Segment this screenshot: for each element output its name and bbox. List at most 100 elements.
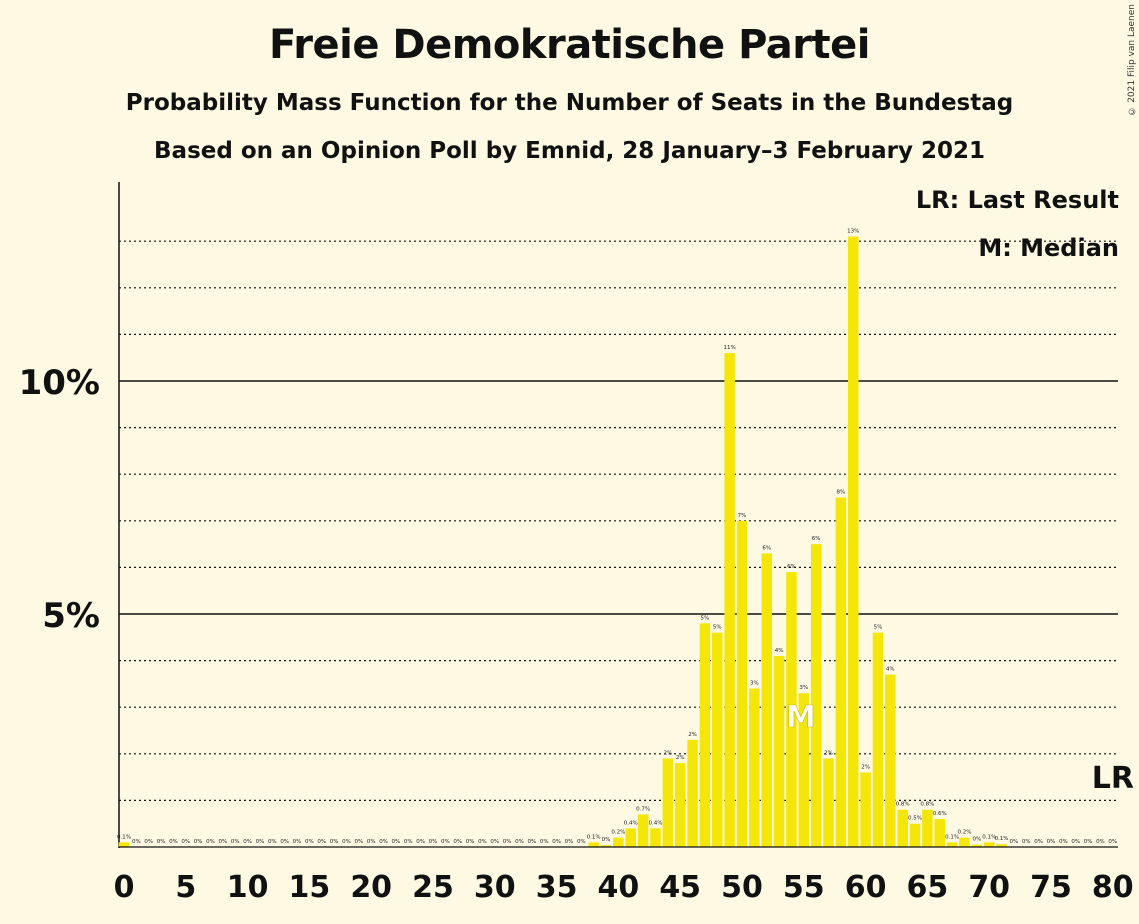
- bar: [847, 236, 859, 848]
- bar: [996, 844, 1007, 847]
- bar-value-label: 0.6%: [933, 811, 947, 817]
- bar-value-label: 4%: [775, 648, 784, 654]
- bar: [983, 842, 995, 847]
- bar-value-label: 0%: [194, 839, 203, 845]
- bar-value-label: 0%: [231, 839, 240, 845]
- bar-value-label: 0%: [1059, 839, 1068, 845]
- bar: [761, 553, 772, 847]
- bar-value-label: 0%: [342, 839, 351, 845]
- x-tick-label: 35: [536, 870, 578, 905]
- bar-value-label: 2%: [824, 750, 833, 756]
- bar-value-label: 5%: [713, 625, 722, 631]
- bar-value-label: 0%: [466, 839, 475, 845]
- x-tick-label: 45: [659, 870, 701, 905]
- bar-value-label: 0%: [392, 839, 401, 845]
- x-tick-label: 70: [968, 870, 1010, 905]
- bar: [897, 809, 908, 847]
- bar-value-label: 0.1%: [587, 834, 601, 840]
- bar-value-label: 0%: [429, 839, 438, 845]
- bar-value-label: 0%: [330, 839, 339, 845]
- x-tick-label: 50: [721, 870, 763, 905]
- bar-value-label: 5%: [701, 615, 710, 621]
- bar: [885, 674, 896, 847]
- bar-value-label: 0%: [280, 839, 289, 845]
- bar-value-label: 0%: [157, 839, 166, 845]
- median-marker: M: [786, 700, 816, 735]
- bar-value-label: 0%: [503, 839, 512, 845]
- bar: [922, 809, 933, 847]
- bar-value-label: 0%: [206, 839, 215, 845]
- bar-value-label: 0%: [540, 839, 549, 845]
- bar-value-label: 0%: [515, 839, 524, 845]
- legend-median: M: Median: [978, 234, 1119, 262]
- bar-value-label: 0%: [404, 839, 413, 845]
- bar-value-label: 5%: [874, 625, 883, 631]
- bar-value-label: 0%: [552, 839, 561, 845]
- bar-value-label: 0.2%: [611, 830, 625, 836]
- bar-value-label: 0%: [1022, 839, 1031, 845]
- bar-value-label: 0%: [1071, 839, 1080, 845]
- bar: [946, 842, 958, 847]
- bar-value-label: 0%: [256, 839, 265, 845]
- bar-value-label: 0%: [1010, 839, 1019, 845]
- bar-value-label: 0%: [132, 839, 141, 845]
- bar-value-label: 0%: [1084, 839, 1093, 845]
- y-tick-label: 10%: [19, 363, 100, 403]
- bar-value-label: 0%: [181, 839, 190, 845]
- bar-value-label: 0%: [577, 839, 586, 845]
- bar-value-label: 6%: [812, 536, 821, 542]
- bar-value-label: 3%: [799, 685, 808, 691]
- bar-value-label: 0%: [416, 839, 425, 845]
- bar-value-label: 0.7%: [636, 806, 650, 812]
- bar: [786, 572, 797, 847]
- bar: [736, 520, 748, 847]
- bar: [613, 837, 624, 847]
- bar-value-label: 0.8%: [896, 802, 910, 808]
- bar-value-label: 0%: [602, 837, 611, 843]
- x-tick-label: 15: [289, 870, 331, 905]
- bar: [650, 828, 661, 847]
- x-tick-label: 25: [412, 870, 454, 905]
- chart-subtitle: Probability Mass Function for the Number…: [125, 90, 1014, 116]
- last-result-marker: LR: [1092, 761, 1134, 796]
- bar-value-label: 0.4%: [648, 820, 662, 826]
- bar-value-label: 0%: [317, 839, 326, 845]
- x-tick-label: 80: [1092, 870, 1134, 905]
- bar-value-label: 0%: [367, 839, 376, 845]
- bar: [687, 739, 698, 847]
- bar-value-label: 0.8%: [920, 802, 934, 808]
- bar: [835, 497, 847, 847]
- bar-value-label: 0%: [169, 839, 178, 845]
- bar: [600, 845, 612, 847]
- bar-value-label: 3%: [750, 681, 759, 687]
- bar-value-label: 0%: [268, 839, 277, 845]
- bar-value-label: 0%: [1096, 839, 1105, 845]
- bar-value-label: 0%: [490, 839, 499, 845]
- bar-value-label: 0%: [478, 839, 487, 845]
- bar: [798, 693, 810, 847]
- bar-value-label: 2%: [663, 750, 672, 756]
- bar-value-label: 6%: [762, 545, 771, 551]
- bar: [773, 655, 785, 847]
- x-tick-label: 20: [350, 870, 392, 905]
- bar: [625, 828, 637, 847]
- bar-value-label: 7%: [738, 513, 747, 519]
- bar: [959, 837, 970, 847]
- bar: [810, 544, 822, 847]
- bar-value-label: 0.5%: [908, 816, 922, 822]
- bar-value-label: 0%: [305, 839, 314, 845]
- bar-value-label: 2%: [676, 755, 685, 761]
- bar: [909, 823, 921, 847]
- bar: [118, 842, 130, 847]
- bar-value-label: 0.1%: [117, 834, 131, 840]
- bar-value-label: 6%: [787, 564, 796, 570]
- x-tick-label: 65: [907, 870, 949, 905]
- bar-value-label: 2%: [688, 732, 697, 738]
- bar: [699, 623, 711, 847]
- legend-last-result: LR: Last Result: [915, 186, 1119, 214]
- bar-value-label: 0%: [144, 839, 153, 845]
- bar-value-label: 0%: [243, 839, 252, 845]
- x-tick-label: 75: [1030, 870, 1072, 905]
- bar-value-label: 0%: [379, 839, 388, 845]
